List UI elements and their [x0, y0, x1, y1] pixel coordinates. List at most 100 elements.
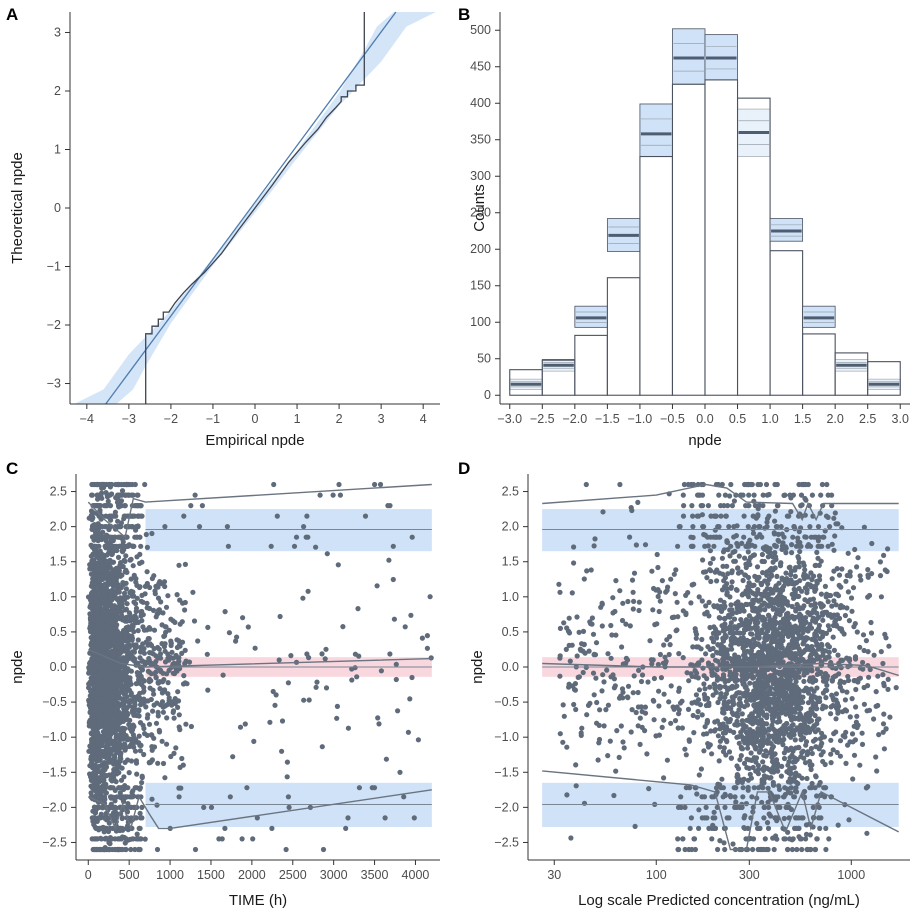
- data-point: [574, 614, 580, 620]
- data-point: [581, 642, 587, 648]
- data-point: [868, 619, 874, 626]
- data-point: [644, 751, 650, 757]
- data-point: [729, 579, 735, 585]
- data-point: [113, 513, 119, 519]
- data-point: [372, 481, 378, 488]
- data-point: [133, 608, 139, 615]
- data-point: [831, 547, 837, 553]
- data-point: [93, 741, 99, 747]
- data-point: [319, 651, 325, 657]
- data-point: [850, 585, 857, 591]
- data-point: [638, 678, 645, 685]
- data-point: [87, 670, 93, 676]
- data-point: [147, 650, 153, 656]
- y-tick-label: −3: [47, 377, 61, 391]
- data-point: [222, 825, 228, 832]
- data-point: [130, 543, 136, 549]
- data-point: [141, 696, 147, 702]
- data-point: [151, 735, 157, 741]
- data-point: [352, 665, 358, 671]
- data-point: [865, 567, 871, 573]
- data-point: [830, 747, 836, 753]
- data-point: [754, 564, 761, 570]
- data-point: [180, 681, 187, 687]
- observed-bar: [834, 352, 869, 396]
- y-tick-label: 0.0: [50, 660, 67, 674]
- data-point: [139, 592, 145, 599]
- data-point: [804, 775, 810, 782]
- data-point: [386, 557, 392, 563]
- data-point: [688, 600, 694, 606]
- x-axis-title: Empirical npde: [205, 432, 304, 449]
- data-point: [324, 551, 330, 557]
- data-point: [345, 725, 351, 731]
- data-point: [159, 690, 165, 696]
- data-point: [149, 575, 155, 582]
- data-point: [109, 696, 115, 702]
- data-point: [852, 546, 858, 553]
- data-point: [113, 665, 119, 671]
- data-point: [119, 572, 125, 578]
- data-point: [825, 643, 831, 649]
- data-point: [124, 825, 130, 832]
- data-point: [126, 682, 132, 688]
- data-point: [694, 791, 700, 797]
- data-point: [740, 577, 746, 584]
- data-point: [118, 756, 124, 762]
- data-point: [737, 630, 743, 636]
- y-tick-label: 400: [470, 96, 491, 110]
- data-point: [627, 534, 633, 540]
- data-point: [603, 707, 609, 713]
- data-point: [852, 656, 859, 662]
- x-tick-label: −0.5: [660, 412, 685, 426]
- data-point: [728, 755, 734, 761]
- data-point: [96, 804, 102, 811]
- data-point: [268, 543, 274, 549]
- data-point: [139, 682, 145, 688]
- data-point: [639, 672, 646, 678]
- data-point: [849, 731, 856, 737]
- data-point: [717, 744, 723, 750]
- data-point: [108, 629, 114, 635]
- data-point: [745, 574, 752, 581]
- data-point: [159, 738, 165, 744]
- data-point: [393, 676, 399, 683]
- data-point: [729, 646, 735, 652]
- data-point: [774, 573, 780, 580]
- data-point: [880, 672, 886, 678]
- data-point: [740, 777, 746, 783]
- data-point: [758, 580, 764, 587]
- data-point: [828, 760, 834, 766]
- data-point: [835, 593, 842, 599]
- data-point: [139, 773, 145, 779]
- data-point: [841, 631, 847, 637]
- data-point: [117, 790, 123, 796]
- data-point: [675, 725, 681, 731]
- data-point: [137, 748, 143, 754]
- data-point: [592, 536, 598, 542]
- data-point: [588, 567, 594, 573]
- data-point: [97, 769, 103, 775]
- data-point: [123, 580, 129, 586]
- x-tick-label: 1.5: [794, 412, 811, 426]
- data-point: [650, 607, 656, 613]
- data-point: [121, 590, 128, 597]
- y-tick-label: 3: [54, 25, 61, 39]
- panel-c: 2.52.01.51.00.50.0−0.5−1.0−1.5−2.0−2.50 5…: [9, 474, 440, 909]
- data-point: [819, 740, 825, 747]
- data-point: [792, 737, 798, 743]
- y-tick-label: 150: [470, 279, 491, 293]
- data-point: [149, 747, 155, 753]
- data-point: [104, 566, 110, 572]
- data-point: [107, 609, 113, 615]
- data-point: [837, 738, 844, 744]
- data-point: [408, 612, 414, 618]
- data-point: [127, 557, 133, 563]
- data-point: [123, 481, 129, 488]
- data-point: [97, 524, 103, 530]
- data-point: [190, 589, 196, 595]
- data-point: [761, 622, 767, 628]
- data-point: [580, 628, 587, 635]
- data-point: [820, 617, 826, 623]
- y-axis-title: Counts: [471, 184, 488, 232]
